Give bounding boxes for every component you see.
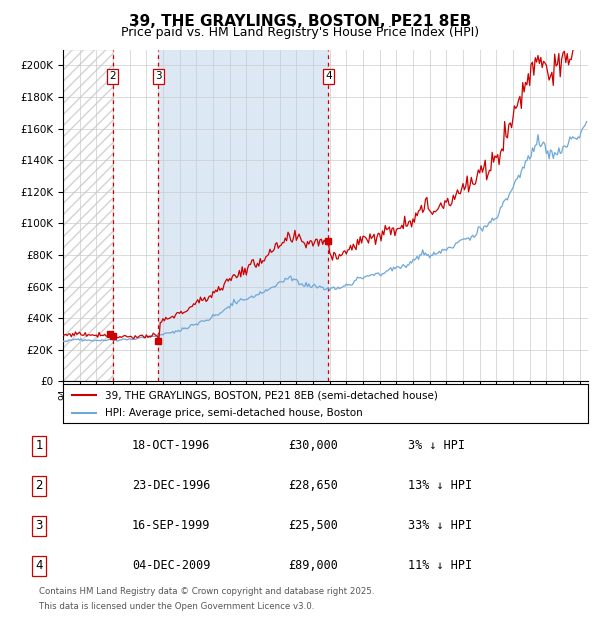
Text: Price paid vs. HM Land Registry's House Price Index (HPI): Price paid vs. HM Land Registry's House …	[121, 26, 479, 39]
Text: 33% ↓ HPI: 33% ↓ HPI	[408, 520, 472, 533]
Text: £89,000: £89,000	[288, 559, 338, 572]
Text: 16-SEP-1999: 16-SEP-1999	[132, 520, 211, 533]
Text: 2: 2	[109, 71, 116, 81]
Text: 2: 2	[35, 479, 43, 492]
Text: £28,650: £28,650	[288, 479, 338, 492]
Text: 39, THE GRAYLINGS, BOSTON, PE21 8EB: 39, THE GRAYLINGS, BOSTON, PE21 8EB	[129, 14, 471, 29]
Text: 3: 3	[155, 71, 161, 81]
Text: 3% ↓ HPI: 3% ↓ HPI	[408, 440, 465, 453]
Text: 4: 4	[35, 559, 43, 572]
Bar	[63, 50, 113, 381]
Text: 23-DEC-1996: 23-DEC-1996	[132, 479, 211, 492]
Text: 3: 3	[35, 520, 43, 533]
Text: 4: 4	[325, 71, 332, 81]
Bar	[158, 50, 328, 381]
Text: 04-DEC-2009: 04-DEC-2009	[132, 559, 211, 572]
Bar	[63, 50, 113, 381]
Text: 1: 1	[35, 440, 43, 453]
Text: £25,500: £25,500	[288, 520, 338, 533]
Text: 18-OCT-1996: 18-OCT-1996	[132, 440, 211, 453]
Text: HPI: Average price, semi-detached house, Boston: HPI: Average price, semi-detached house,…	[105, 408, 363, 419]
Text: 13% ↓ HPI: 13% ↓ HPI	[408, 479, 472, 492]
Text: £30,000: £30,000	[288, 440, 338, 453]
Text: This data is licensed under the Open Government Licence v3.0.: This data is licensed under the Open Gov…	[39, 601, 314, 611]
Text: Contains HM Land Registry data © Crown copyright and database right 2025.: Contains HM Land Registry data © Crown c…	[39, 587, 374, 596]
Text: 11% ↓ HPI: 11% ↓ HPI	[408, 559, 472, 572]
Text: 39, THE GRAYLINGS, BOSTON, PE21 8EB (semi-detached house): 39, THE GRAYLINGS, BOSTON, PE21 8EB (sem…	[105, 390, 438, 400]
